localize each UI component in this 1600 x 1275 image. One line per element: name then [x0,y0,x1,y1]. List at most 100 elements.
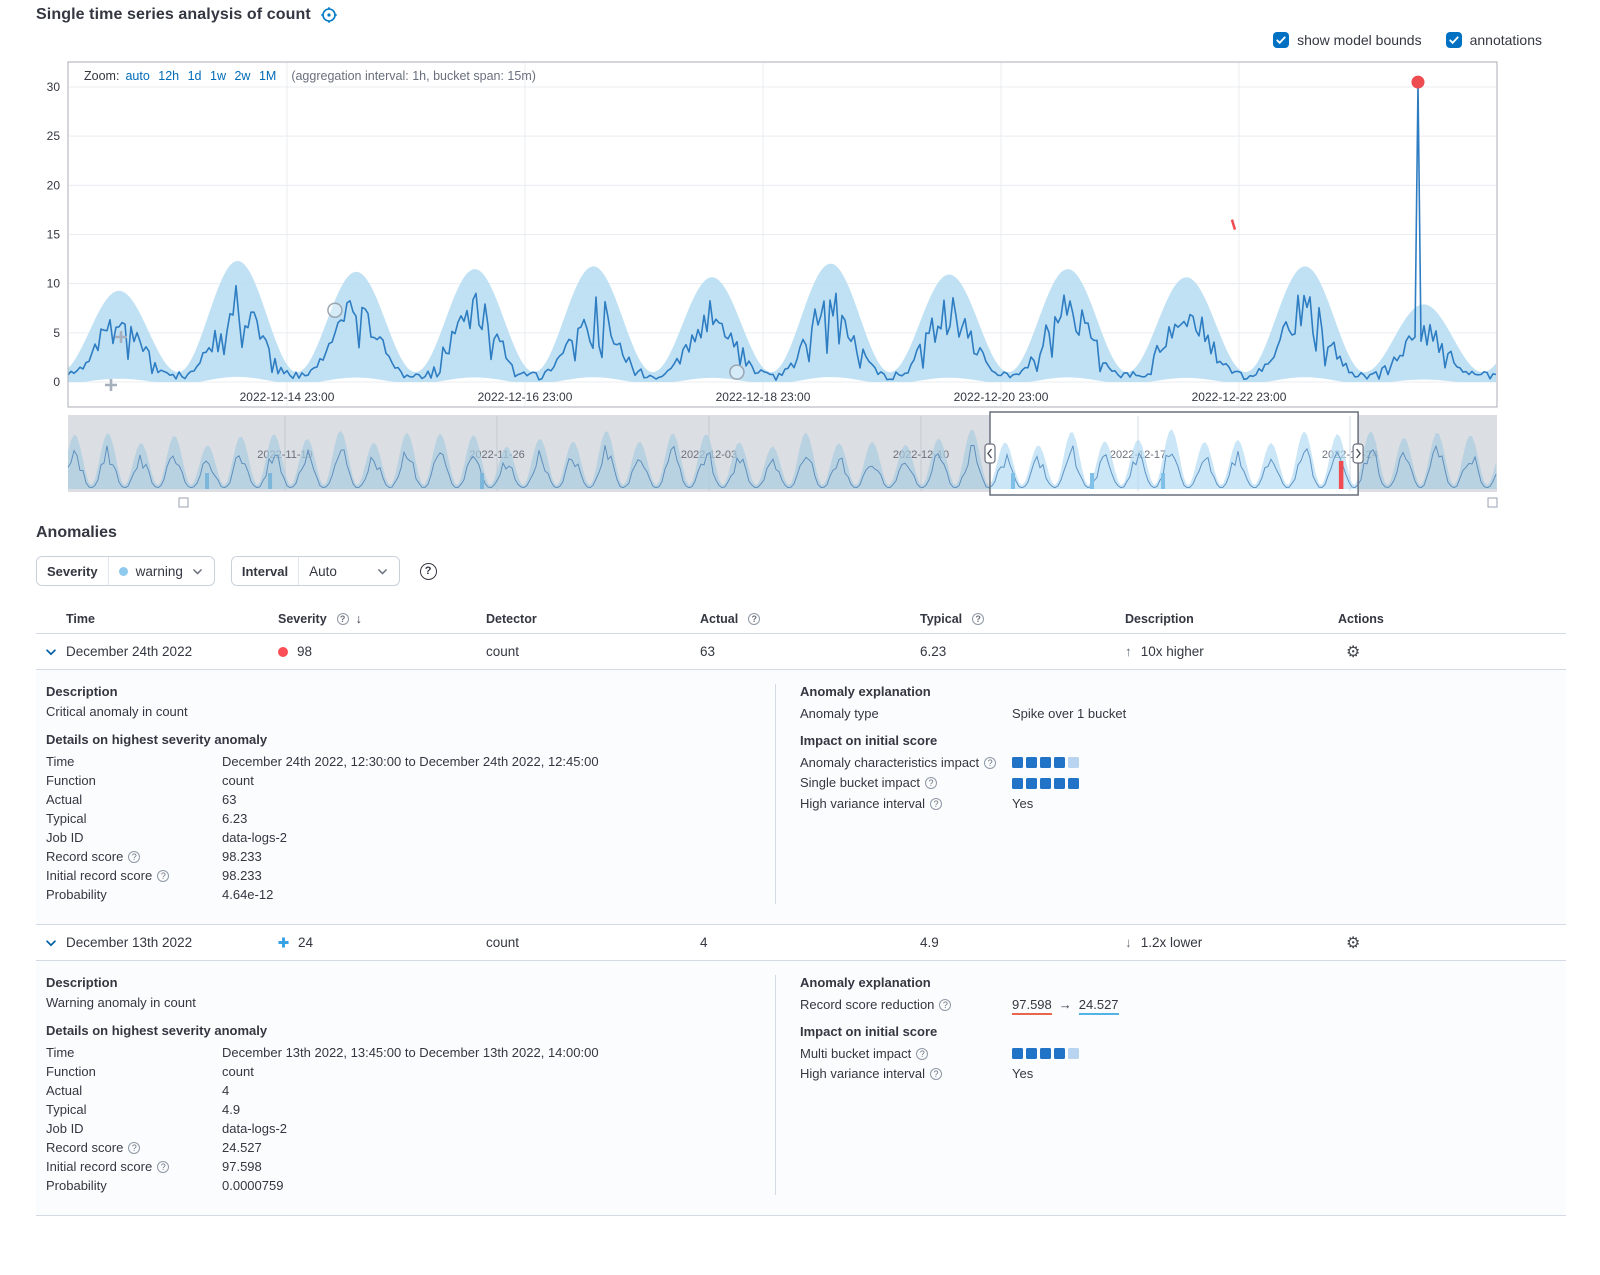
table-row[interactable]: December 24th 2022 98 count 63 6.23 ↑ 10… [36,634,1566,670]
info-icon: ? [336,612,349,625]
arrow-up-icon: ↑ [1125,644,1132,659]
detail-field: Function count [46,773,254,788]
collapse-row-button[interactable] [36,936,66,950]
zoom-label: Zoom: [84,69,120,83]
svg-text:2022-12-18 23:00: 2022-12-18 23:00 [716,390,811,404]
detail-field: Actual 63 [46,792,237,807]
description-title: Description [46,684,118,699]
svg-text:10: 10 [47,277,61,291]
impact-title: Impact on initial score [800,1023,938,1039]
page-header: Single time series analysis of count [36,6,338,24]
info-icon: ? [924,777,937,789]
timeseries-svg[interactable]: 0 5 10 15 20 25 30 2022-12-14 23:00 2022-12-16 2… [36,60,1498,510]
sort-desc-icon: ↓ [355,611,362,626]
checkbox-checked-icon [1273,32,1290,48]
detail-field: Time December 24th 2022, 12:30:00 to Dece… [46,754,599,769]
anomaly-explanation-column: Anomaly explanation Record score reducti… [775,975,1566,1195]
info-icon: ? [984,756,997,769]
record-score-reduction-row: Record score reduction? 97.598 → 24.527 [800,995,1566,1016]
severity-select[interactable]: warning [109,557,214,585]
anomaly-details-panel: Description Critical anomaly in count De… [36,670,1566,925]
table-row[interactable]: December 13th 2022 24 count 4 4.9 ↓ 1.2x… [36,925,1566,961]
anomaly-detector: count [486,935,520,950]
record-score-reduction-value: 97.598 → 24.527 [1012,995,1119,1016]
svg-text:2022-12-14 23:00: 2022-12-14 23:00 [240,390,335,404]
zoom-option-2w[interactable]: 2w [234,69,251,83]
severity-select-value: warning [135,563,183,579]
interval-select[interactable]: Auto [299,557,399,585]
zoom-option-1M[interactable]: 1M [258,69,277,83]
interval-help-button[interactable]: ? [416,559,440,583]
detail-field: Typical 4.9 [46,1102,241,1117]
help-icon: ? [419,562,437,580]
collapse-row-button[interactable] [36,645,66,659]
annotations-label: annotations [1469,32,1542,48]
high-variance-row: High variance interval? Yes [800,1066,1034,1081]
zoom-option-12h[interactable]: 12h [158,69,180,83]
impact-row: Anomaly characteristics impact? [800,753,1566,774]
show-model-bounds-label: show model bounds [1297,32,1422,48]
anomaly-time: December 24th 2022 [66,644,193,659]
aggregation-note: (aggregation interval: 1h, bucket span: … [291,69,536,83]
zoom-option-1d[interactable]: 1d [187,69,202,83]
anomaly-time: December 13th 2022 [66,935,193,950]
impact-bar [1012,1048,1079,1060]
column-actual: Actual ? [700,612,920,626]
impact-row: Single bucket impact? [800,773,1566,794]
info-icon: ? [128,851,141,863]
impact-bar [1012,777,1079,789]
detail-field: Typical 6.23 [46,811,248,826]
svg-text:5: 5 [53,326,60,340]
row-actions-gear-icon[interactable]: ⚙ [1338,642,1360,662]
anomaly-typical: 4.9 [920,935,939,950]
anomalies-filters: Severity warning Interval Auto [36,556,1566,586]
detail-field: Job ID data-logs-2 [46,830,288,845]
page-title: Single time series analysis of count [36,6,311,23]
anomaly-actual: 4 [700,935,708,950]
detail-field: Function count [46,1064,254,1079]
anomaly-severity: 24 [278,935,486,950]
explanation-title: Anomaly explanation [800,684,931,699]
detail-field: Actual 4 [46,1083,230,1098]
svg-text:15: 15 [47,228,61,242]
zoom-links: auto 12h 1d 1w 2w 1M [125,69,281,83]
info-icon: ? [748,612,761,625]
anomaly-detector: count [486,644,520,659]
interval-filter-label: Interval [231,557,300,585]
annotations-toggle[interactable]: annotations [1445,32,1542,48]
column-detector: Detector [486,611,537,626]
column-actions: Actions [1338,611,1384,626]
svg-text:30: 30 [47,80,61,94]
detail-field: Time December 13th 2022, 13:45:00 to Dece… [46,1045,599,1060]
explanation-title: Anomaly explanation [800,975,931,990]
severity-filter-label: Severity [37,557,109,585]
svg-text:20: 20 [47,178,61,192]
severity-filter: Severity warning [36,556,215,586]
description-title: Description [46,975,118,990]
critical-severity-icon [278,646,288,657]
interval-filter: Interval Auto [230,556,401,586]
timeseries-chart[interactable]: 0 5 10 15 20 25 30 2022-12-14 23:00 2022-12-16 2… [36,60,1498,510]
chevron-down-icon [191,565,204,578]
detail-field: Initial record score? 97.598 [46,1159,262,1174]
details-left-column: Description Warning anomaly in count Det… [46,975,775,1195]
multi-bucket-plus-icon [278,937,289,948]
arrow-down-icon: ↓ [1125,935,1132,950]
svg-text:2022-12-16 23:00: 2022-12-16 23:00 [478,390,573,404]
warning-dot-icon [118,566,128,576]
anomaly-description: ↑ 10x higher [1125,644,1204,659]
zoom-option-auto[interactable]: auto [125,69,150,83]
anomaly-actual: 63 [700,644,716,659]
detail-field: Probability 0.0000759 [46,1178,284,1193]
row-actions-gear-icon[interactable]: ⚙ [1338,933,1360,953]
show-model-bounds-toggle[interactable]: show model bounds [1273,32,1422,48]
details-left-column: Description Critical anomaly in count De… [46,684,775,904]
anomaly-explanation-column: Anomaly explanation Anomaly type Spike o… [775,684,1566,904]
column-time: Time [66,611,95,626]
zoom-option-1w[interactable]: 1w [210,69,226,83]
anomaly-details-panel: Description Warning anomaly in count Det… [36,961,1566,1216]
anomaly-severity: 98 [278,644,486,659]
svg-text:2022-12-22 23:00: 2022-12-22 23:00 [1192,390,1287,404]
column-severity[interactable]: Severity ? ↓ [278,611,362,626]
